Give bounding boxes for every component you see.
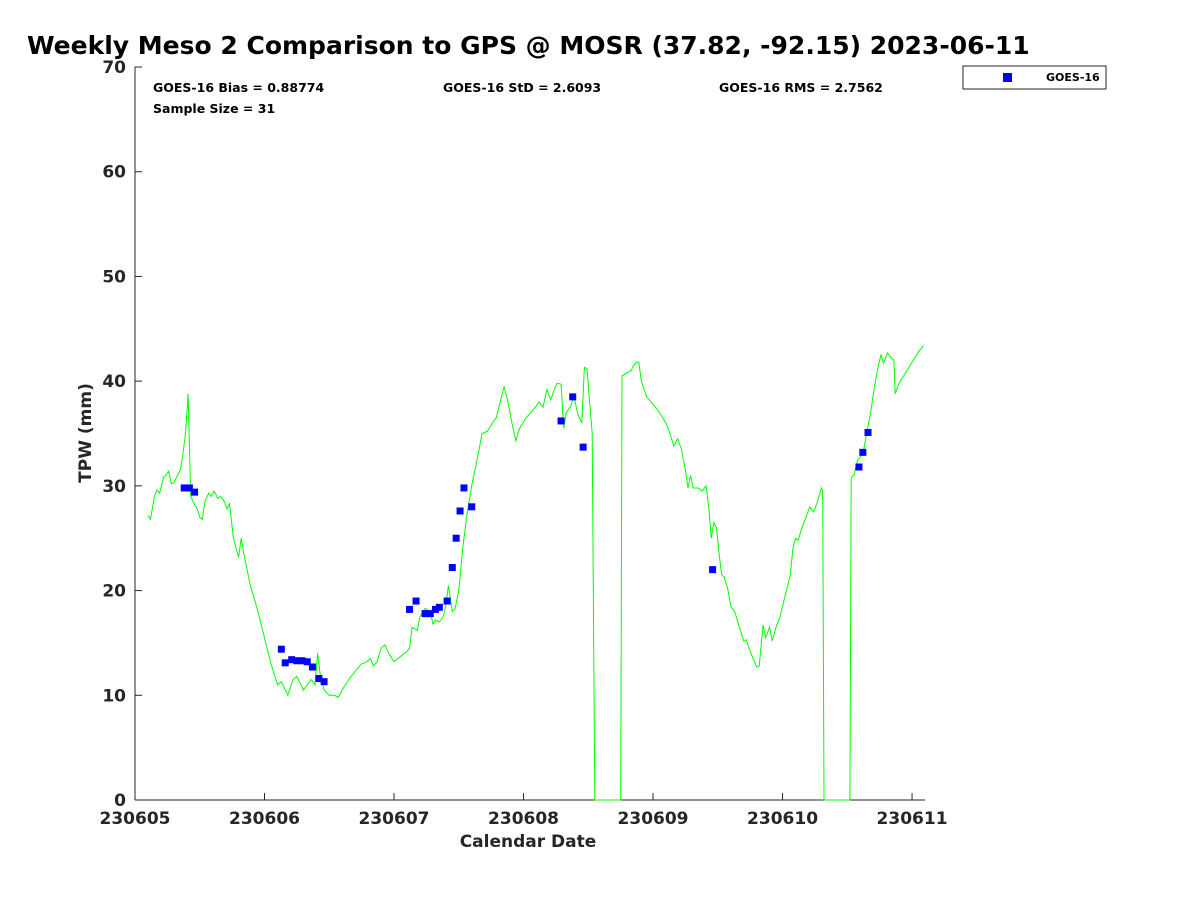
goes16-point	[180, 484, 188, 492]
goes16-point	[191, 488, 199, 496]
goes16-point	[460, 484, 468, 492]
goes16-point	[303, 658, 311, 666]
goes16-point	[426, 610, 434, 618]
y-axis-label: TPW (mm)	[76, 383, 96, 483]
goes16-point	[864, 428, 872, 436]
x-tick-label: 230611	[877, 809, 948, 829]
goes16-point	[456, 507, 464, 515]
plot-area	[135, 67, 925, 800]
y-tick-label: 60	[102, 163, 126, 183]
y-tick-label: 30	[102, 477, 126, 497]
y-ticks: 0 10 20 30 40 50 60 70	[102, 58, 142, 811]
goes16-point	[855, 463, 863, 471]
goes16-point	[435, 603, 443, 611]
goes16-point	[185, 484, 193, 492]
goes16-point	[452, 534, 460, 542]
stat-sample-size: Sample Size = 31	[153, 101, 275, 116]
goes16-point	[308, 663, 316, 671]
y-tick-label: 10	[102, 686, 126, 706]
goes16-point	[557, 417, 565, 425]
goes16-point	[315, 675, 323, 683]
goes16-point	[277, 645, 285, 653]
x-tick-label: 230610	[747, 809, 818, 829]
x-axis-label: Calendar Date	[460, 832, 597, 852]
legend-label-goes16: GOES-16	[1046, 71, 1100, 84]
goes16-point	[320, 678, 328, 686]
y-tick-label: 70	[102, 58, 126, 78]
legend: GOES-16	[962, 65, 1107, 90]
y-tick-label: 0	[114, 791, 126, 811]
x-tick-label: 230607	[359, 809, 430, 829]
x-ticks: 230605 230606 230607 230608 230609 230610 2306…	[100, 793, 948, 829]
goes16-point	[412, 597, 420, 605]
x-tick-label: 230609	[618, 809, 689, 829]
legend-box	[962, 65, 1107, 90]
goes16-point	[448, 564, 456, 572]
y-tick-label: 50	[102, 267, 126, 287]
y-tick-label: 40	[102, 372, 126, 392]
goes16-point	[298, 657, 306, 665]
goes16-point	[569, 393, 577, 401]
goes16-point	[406, 605, 414, 613]
goes16-point	[709, 566, 717, 574]
gps-line-group	[147, 345, 925, 801]
legend-marker-goes16	[1003, 73, 1012, 82]
stat-rms: GOES-16 RMS = 2.7562	[719, 80, 883, 95]
stat-std: GOES-16 StD = 2.6093	[443, 80, 601, 95]
x-tick-label: 230605	[100, 809, 171, 829]
x-tick-label: 230608	[488, 809, 559, 829]
stat-bias: GOES-16 Bias = 0.88774	[153, 80, 324, 95]
gps-tpw-line	[147, 345, 925, 801]
goes16-point	[293, 657, 301, 665]
y-tick-label: 20	[102, 582, 126, 602]
goes16-point	[859, 448, 867, 456]
goes16-point	[443, 597, 451, 605]
chart-title: Weekly Meso 2 Comparison to GPS @ MOSR (…	[27, 31, 1030, 60]
goes16-point	[288, 656, 296, 664]
goes16-series	[180, 393, 872, 686]
goes16-point	[431, 605, 439, 613]
x-tick-label: 230606	[229, 809, 300, 829]
goes16-point	[579, 443, 587, 451]
goes16-point	[468, 503, 476, 511]
goes16-point	[281, 659, 289, 667]
goes16-point	[421, 610, 429, 618]
